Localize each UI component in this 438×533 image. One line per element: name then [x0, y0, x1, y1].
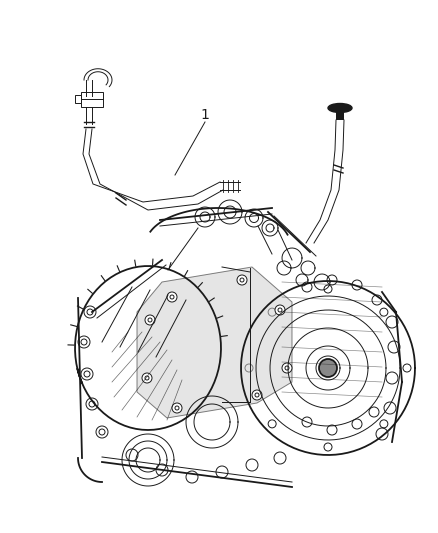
Circle shape: [319, 359, 337, 377]
Circle shape: [252, 390, 262, 400]
Circle shape: [237, 275, 247, 285]
Circle shape: [327, 275, 337, 285]
Circle shape: [302, 282, 312, 292]
Ellipse shape: [328, 103, 352, 112]
Circle shape: [324, 285, 332, 293]
Circle shape: [145, 315, 155, 325]
Text: 1: 1: [201, 108, 209, 122]
Bar: [81, 92, 103, 107]
Circle shape: [268, 420, 276, 428]
Circle shape: [372, 295, 382, 305]
Circle shape: [245, 364, 253, 372]
Bar: [75, 95, 81, 103]
Circle shape: [172, 403, 182, 413]
Bar: [336, 111, 344, 120]
Circle shape: [352, 280, 362, 290]
Circle shape: [275, 305, 285, 315]
Circle shape: [380, 308, 388, 316]
Circle shape: [282, 363, 292, 373]
Circle shape: [380, 420, 388, 428]
Circle shape: [302, 417, 312, 427]
Circle shape: [369, 407, 379, 417]
Circle shape: [327, 425, 337, 435]
Circle shape: [142, 373, 152, 383]
Circle shape: [324, 443, 332, 451]
Circle shape: [352, 419, 362, 429]
Circle shape: [167, 292, 177, 302]
Circle shape: [403, 364, 411, 372]
Polygon shape: [137, 267, 292, 418]
Circle shape: [268, 308, 276, 316]
